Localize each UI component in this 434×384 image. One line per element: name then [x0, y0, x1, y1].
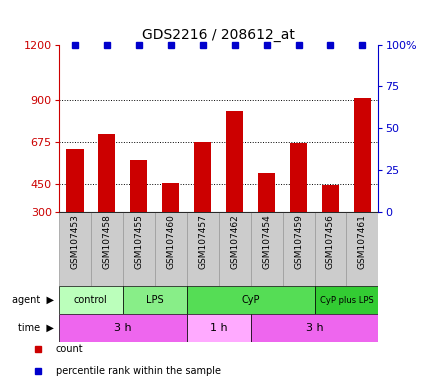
Bar: [66, 149, 83, 212]
Bar: [155, 212, 186, 286]
Text: GSM107461: GSM107461: [357, 214, 366, 269]
Bar: [282, 212, 314, 286]
Bar: [130, 160, 147, 212]
Bar: [353, 98, 370, 212]
Bar: [122, 286, 186, 314]
Bar: [59, 314, 186, 342]
Bar: [250, 212, 282, 286]
Text: GSM107459: GSM107459: [293, 214, 302, 269]
Text: GSM107460: GSM107460: [166, 214, 175, 269]
Bar: [225, 111, 243, 212]
Bar: [186, 212, 218, 286]
Text: GSM107462: GSM107462: [230, 214, 239, 268]
Bar: [314, 212, 345, 286]
Bar: [59, 212, 91, 286]
Text: GSM107458: GSM107458: [102, 214, 111, 269]
Text: GSM107456: GSM107456: [325, 214, 334, 269]
Text: count: count: [56, 344, 83, 354]
Text: LPS: LPS: [145, 295, 163, 305]
Bar: [218, 212, 250, 286]
Text: GSM107455: GSM107455: [134, 214, 143, 269]
Bar: [346, 212, 378, 286]
Bar: [186, 314, 250, 342]
Text: 3 h: 3 h: [305, 323, 322, 333]
Bar: [257, 173, 275, 212]
Bar: [122, 212, 155, 286]
Text: agent  ▶: agent ▶: [12, 295, 54, 305]
Bar: [194, 142, 211, 212]
Text: time  ▶: time ▶: [19, 323, 54, 333]
Text: 3 h: 3 h: [114, 323, 131, 333]
Bar: [98, 134, 115, 212]
Bar: [91, 212, 122, 286]
Title: GDS2216 / 208612_at: GDS2216 / 208612_at: [142, 28, 294, 42]
Text: CyP plus LPS: CyP plus LPS: [319, 296, 372, 305]
Bar: [250, 314, 378, 342]
Bar: [314, 286, 378, 314]
Text: GSM107457: GSM107457: [197, 214, 207, 269]
Text: percentile rank within the sample: percentile rank within the sample: [56, 366, 220, 376]
Text: 1 h: 1 h: [209, 323, 227, 333]
Bar: [321, 185, 339, 212]
Text: GSM107453: GSM107453: [70, 214, 79, 269]
Text: CyP: CyP: [241, 295, 259, 305]
Text: GSM107454: GSM107454: [261, 214, 270, 268]
Bar: [59, 286, 122, 314]
Bar: [161, 183, 179, 212]
Bar: [289, 143, 306, 212]
Text: control: control: [74, 295, 107, 305]
Bar: [186, 286, 314, 314]
